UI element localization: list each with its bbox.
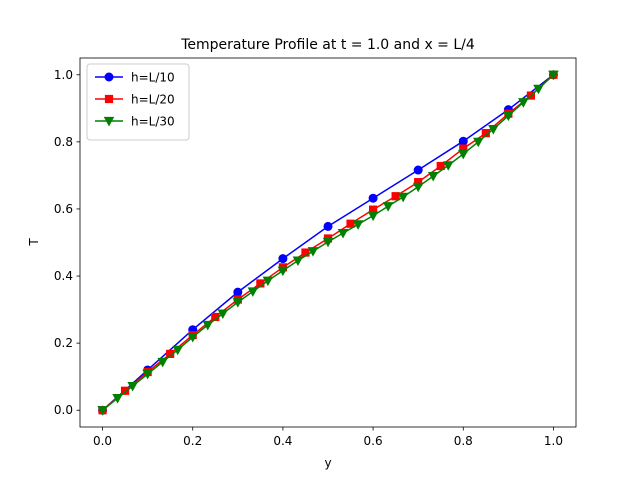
legend: h=L/10 h=L/20 h=L/30 (86, 63, 190, 141)
data-point (157, 357, 168, 368)
data-point (217, 309, 229, 320)
y-tick-label: 1.0 (54, 68, 73, 82)
axes-frame (79, 57, 577, 428)
legend-entry-1: h=L/10 (95, 71, 175, 85)
y-tick-label: 0.8 (54, 135, 73, 149)
data-point (277, 266, 289, 277)
data-point (548, 70, 559, 81)
plot-area (97, 70, 559, 416)
data-point (187, 332, 198, 343)
data-point (436, 161, 445, 171)
data-point (172, 345, 183, 356)
data-point (346, 219, 355, 228)
data-point (412, 182, 424, 193)
data-point (367, 211, 379, 222)
x-tick-label: 1.0 (544, 434, 563, 448)
y-tick-label: 0.6 (54, 202, 73, 216)
legend-marker (103, 116, 115, 127)
data-point (233, 287, 243, 297)
legend-entry-2: h=L/20 (95, 93, 175, 107)
y-tick-label: 0.2 (54, 336, 73, 350)
data-point (337, 229, 349, 239)
data-point (413, 165, 423, 175)
data-point (427, 171, 439, 182)
data-point (142, 369, 153, 380)
chart-title: Temperature Profile at t = 1.0 and x = L… (180, 37, 475, 53)
data-point (533, 84, 544, 95)
data-point (458, 149, 469, 160)
data-point (488, 125, 499, 135)
data-point (278, 254, 288, 264)
data-point (262, 276, 274, 287)
x-tick-label: 0.0 (93, 434, 112, 448)
x-axis-label: y (324, 456, 331, 470)
data-point (247, 287, 259, 297)
legend-label: h=L/30 (131, 115, 175, 129)
data-point (503, 111, 514, 122)
data-point (397, 192, 409, 203)
y-tick-label: 0.4 (54, 269, 73, 283)
data-point (458, 136, 468, 146)
x-tick-label: 0.4 (273, 434, 292, 448)
legend-label: h=L/20 (131, 93, 175, 107)
data-point (292, 256, 304, 267)
data-point (120, 386, 130, 395)
data-point (382, 202, 394, 212)
data-point (127, 381, 138, 392)
data-point (322, 237, 334, 248)
data-point (112, 394, 123, 404)
data-point (443, 161, 454, 171)
x-tick-label: 0.6 (364, 434, 383, 448)
data-point (368, 193, 378, 203)
data-point (202, 320, 213, 331)
data-point (97, 406, 108, 416)
axes: 0.0 0.2 0.4 0.6 0.8 1.0 0.0 0.2 0.4 0.6 0.8 1.0 (54, 57, 577, 448)
x-tick-label: 0.2 (183, 434, 202, 448)
data-point (323, 221, 333, 231)
y-axis-label: T (27, 238, 41, 247)
data-point (232, 298, 244, 308)
legend-label: h=L/10 (131, 71, 175, 85)
data-point (473, 137, 484, 148)
x-tick-label: 0.8 (454, 434, 473, 448)
y-tick-label: 0.0 (54, 403, 73, 417)
legend-marker (104, 94, 114, 104)
series-3 (97, 70, 559, 416)
data-point (391, 192, 400, 201)
legend-marker (104, 72, 114, 82)
data-point (352, 220, 364, 230)
legend-entry-3: h=L/30 (95, 115, 175, 129)
data-point (518, 98, 529, 108)
data-point (307, 247, 319, 257)
